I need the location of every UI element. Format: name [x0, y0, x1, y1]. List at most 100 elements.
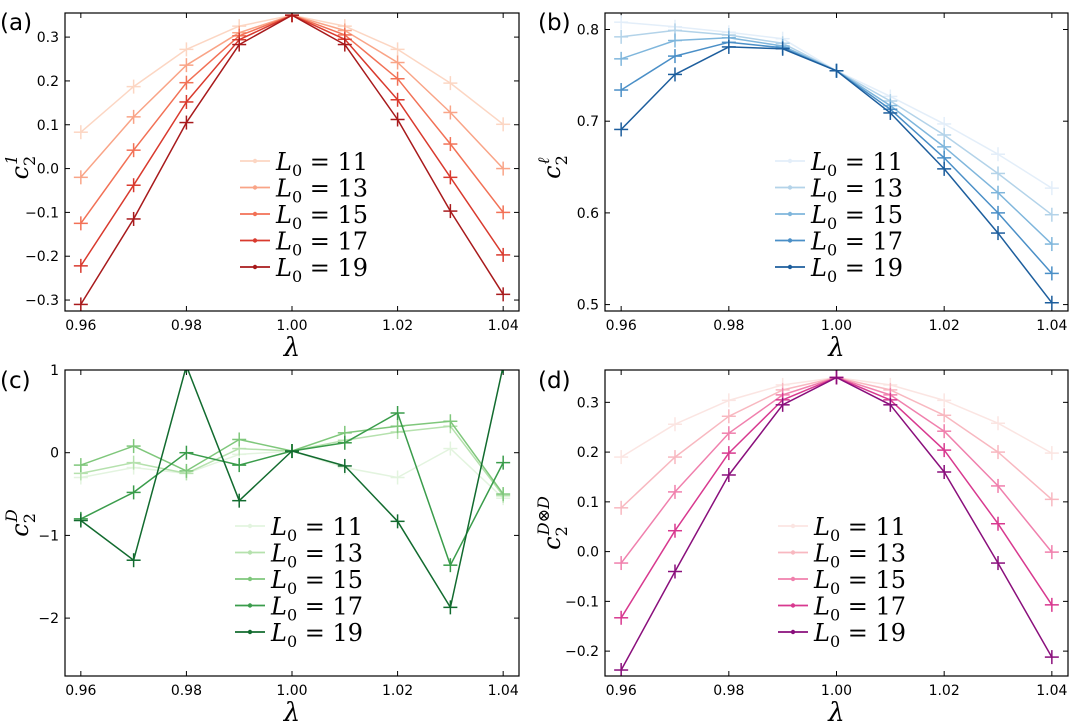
y-tick-label: 0.2 [37, 74, 59, 90]
data-point [185, 370, 188, 373]
legend-label: L0 = 11 [270, 513, 363, 545]
data-point [73, 297, 88, 311]
legend-label: L0 = 11 [275, 148, 368, 180]
y-tick-label: −1 [38, 528, 59, 544]
data-point [232, 432, 247, 447]
axes-frame [64, 12, 520, 312]
data-point [667, 450, 682, 465]
legend-marker [790, 603, 796, 608]
data-point [443, 76, 458, 91]
legend-item-L15: L0 = 15 [240, 201, 368, 233]
y-tick-label: 0.6 [577, 206, 599, 222]
legend-marker [790, 576, 796, 582]
series-line-L19 [620, 376, 1053, 671]
legend-label: L0 = 11 [813, 513, 906, 545]
data-point [232, 458, 247, 473]
data-point [496, 117, 511, 132]
data-point [667, 523, 682, 538]
panel-label: (b) [538, 10, 571, 36]
data-point [667, 484, 682, 499]
data-point [614, 122, 629, 137]
x-tick-label: 1.00 [276, 318, 307, 334]
legend-item-L19: L0 = 19 [778, 619, 906, 651]
data-point [232, 493, 247, 508]
legend-label: L0 = 13 [270, 540, 363, 572]
x-tick-label: 0.98 [171, 683, 202, 699]
y-tick-label: 0.2 [577, 445, 599, 461]
x-tick-label: 1.00 [821, 318, 852, 334]
data-point [991, 556, 1006, 571]
legend-label: L0 = 13 [810, 175, 903, 207]
legend-marker [790, 523, 796, 529]
legend-marker [790, 550, 796, 555]
data-point [991, 516, 1006, 531]
y-tick-label: −0.1 [25, 205, 59, 221]
chart-panel-c: 0.96 0.98 1.00 1.02 1.04 −2 −1 0 1 (c) λ c2D L0 = 11… [0, 363, 520, 727]
y-tick-label: 0 [50, 446, 59, 462]
data-point [1044, 237, 1059, 252]
data-point [390, 42, 405, 57]
legend-label: L0 = 17 [270, 593, 363, 625]
y-tick-label: 0.0 [37, 162, 59, 178]
data-point [1044, 266, 1059, 281]
series-line-L19 [80, 14, 504, 305]
x-tick-label: 0.96 [606, 318, 637, 334]
axes-frame [604, 12, 1069, 312]
data-point [829, 370, 844, 385]
data-point [496, 287, 511, 302]
x-tick-label: 1.00 [276, 683, 307, 699]
data-point [496, 205, 511, 220]
data-point [1044, 545, 1059, 560]
x-axis-label: λ [827, 333, 844, 363]
data-point [1044, 207, 1059, 222]
y-tick-label: −0.2 [25, 249, 59, 265]
data-point [667, 33, 682, 48]
data-point [775, 41, 790, 56]
plot-area [614, 370, 1059, 676]
legend-marker [247, 603, 253, 608]
data-point [502, 370, 504, 373]
data-point [991, 416, 1006, 431]
x-tick-label: 1.02 [929, 683, 960, 699]
data-point [285, 444, 299, 459]
data-point [179, 42, 194, 57]
data-point [443, 204, 458, 219]
series-line-L13 [80, 14, 504, 178]
y-tick-label: −0.2 [565, 644, 599, 660]
data-point [443, 414, 458, 429]
legend-label: L0 = 19 [270, 619, 363, 651]
data-point [667, 67, 682, 82]
data-point [721, 393, 736, 408]
data-point [614, 83, 629, 98]
data-point [126, 439, 141, 454]
data-point [721, 409, 736, 424]
legend-label: L0 = 15 [270, 566, 363, 598]
data-point [614, 610, 629, 625]
data-point [390, 112, 405, 127]
data-point [179, 58, 194, 73]
legend-marker [247, 576, 253, 582]
data-point [883, 397, 898, 412]
plot-area [73, 370, 511, 615]
x-tick-label: 1.04 [1036, 318, 1067, 334]
data-point [179, 115, 194, 130]
data-point [1044, 181, 1059, 196]
y-tick-label: 0.8 [577, 23, 599, 39]
y-tick-label: 0.3 [577, 395, 599, 411]
series-line-L11 [80, 14, 504, 133]
legend-item-L19: L0 = 19 [775, 254, 903, 286]
legend-item-L17: L0 = 17 [775, 228, 903, 260]
data-point [390, 406, 405, 421]
legend-item-L13: L0 = 13 [240, 175, 368, 207]
legend-marker [252, 238, 258, 243]
data-point [991, 166, 1006, 181]
chart-panel-a: 0.96 0.98 1.00 1.02 1.04 −0.3 −0.2 −0.1 0.0 0.1 0.… [0, 10, 520, 363]
data-point [390, 92, 405, 107]
x-axis-label: λ [283, 698, 300, 727]
x-tick-label: 0.98 [171, 318, 202, 334]
legend-marker [252, 158, 258, 164]
y-tick-label: 0.0 [577, 545, 599, 561]
x-tick-label: 0.96 [65, 318, 96, 334]
